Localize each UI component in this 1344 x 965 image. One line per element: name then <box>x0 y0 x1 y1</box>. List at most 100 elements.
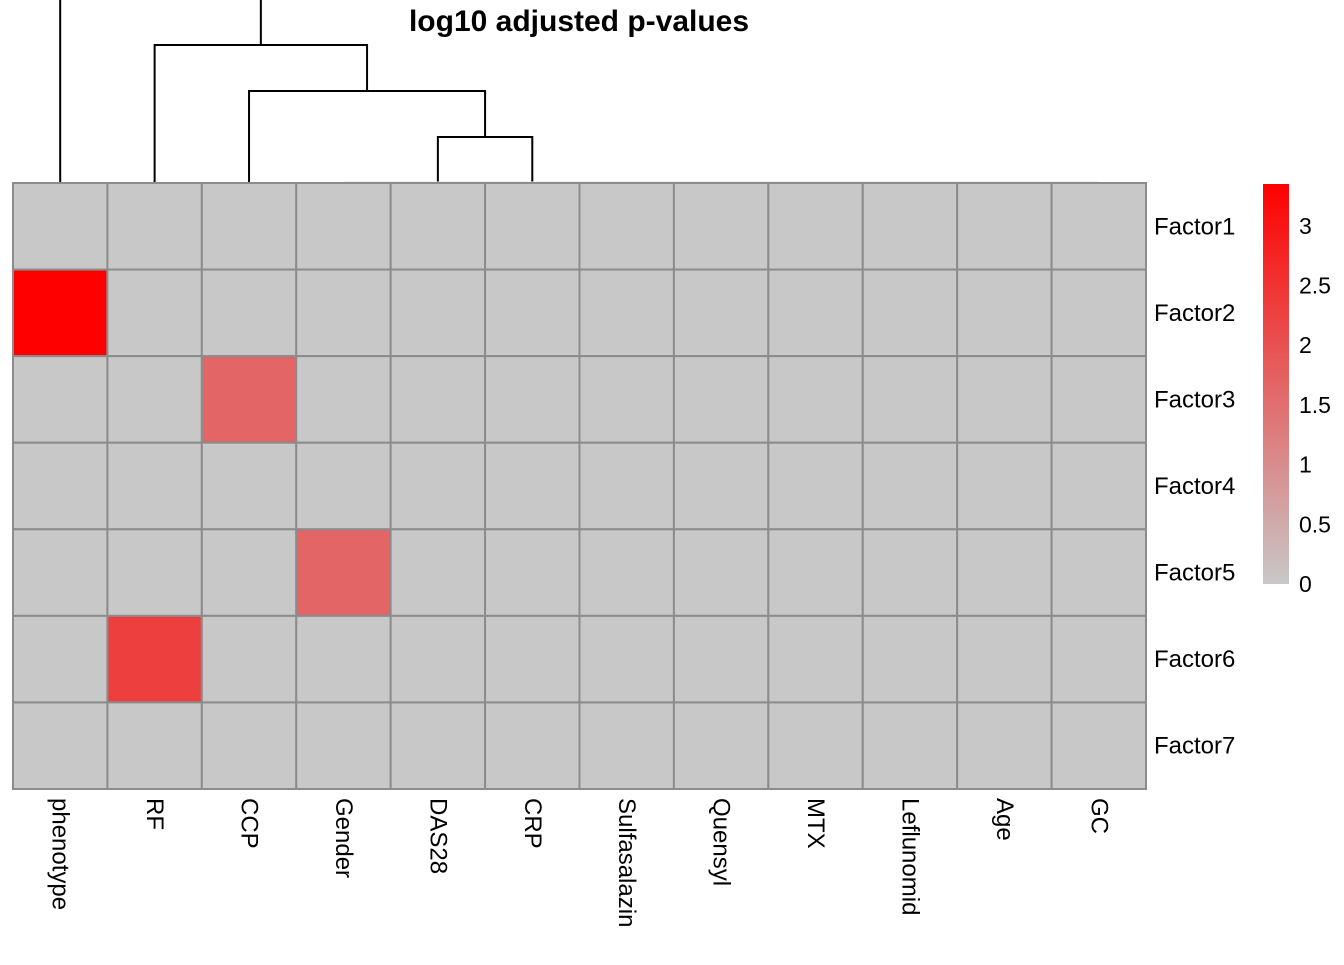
heatmap-cell-factor7-quensyl <box>672 701 770 791</box>
heatmap-cell-factor2-age <box>956 268 1053 358</box>
heatmap-cell-factor5-mtx <box>767 528 864 617</box>
row-label-factor5: Factor5 <box>1154 560 1235 587</box>
heatmap-cell-factor7-sulfasalazin <box>578 701 675 791</box>
heatmap-cell-factor2-gc <box>1050 268 1148 358</box>
heatmap-cell-factor7-leflunomid <box>861 701 959 791</box>
column-label-rf: RF <box>141 798 168 830</box>
heatmap-cell-factor1-mtx <box>767 182 864 271</box>
heatmap-cell-factor3-quensyl <box>672 355 770 444</box>
heatmap-cell-factor4-phenotype <box>12 441 109 531</box>
dendrogram-branch-4 <box>59 0 262 183</box>
legend-tick-label: 1 <box>1299 452 1312 478</box>
heatmap-cell-factor4-ccp <box>200 441 298 531</box>
heatmap-cell-factor4-crp <box>484 441 581 531</box>
heatmap-cell-factor4-leflunomid <box>861 441 959 531</box>
heatmap-cell-factor5-quensyl <box>672 528 770 617</box>
heatmap-cell-factor5-das28 <box>389 528 487 617</box>
heatmap-cell-factor4-age <box>956 441 1053 531</box>
heatmap-cell-factor4-sulfasalazin <box>578 441 675 531</box>
heatmap-cell-factor1-quensyl <box>672 182 770 271</box>
heatmap-cell-factor5-ccp <box>200 528 298 617</box>
row-label-factor3: Factor3 <box>1154 386 1235 413</box>
dendrogram-branch-3 <box>153 44 369 183</box>
heatmap-cell-factor5-gender <box>295 528 392 617</box>
row-label-factor6: Factor6 <box>1154 646 1235 673</box>
heatmap-cell-factor4-quensyl <box>672 441 770 531</box>
column-label-sulfasalazin: Sulfasalazin <box>613 798 640 927</box>
column-label-phenotype: phenotype <box>47 798 74 910</box>
heatmap-cell-factor7-rf <box>106 701 203 791</box>
heatmap-cell-factor2-leflunomid <box>861 268 959 358</box>
heatmap-cell-factor7-ccp <box>200 701 298 791</box>
heatmap-cell-factor7-age <box>956 701 1053 791</box>
heatmap-cell-factor6-crp <box>484 614 581 704</box>
heatmap-cell-factor2-phenotype <box>12 268 109 358</box>
heatmap-cell-factor4-das28 <box>389 441 487 531</box>
row-label-factor1: Factor1 <box>1154 213 1235 240</box>
heatmap-cell-factor1-ccp <box>200 182 298 271</box>
column-label-gc: GC <box>1085 798 1112 834</box>
legend-tick-label: 2 <box>1299 332 1312 358</box>
heatmap-cell-factor2-sulfasalazin <box>578 268 675 358</box>
row-label-factor7: Factor7 <box>1154 733 1235 760</box>
heatmap-cell-factor1-gender <box>295 182 392 271</box>
legend-color-bar <box>1263 184 1289 584</box>
heatmap-cell-factor2-gender <box>295 268 392 358</box>
heatmap-cell-factor5-phenotype <box>12 528 109 617</box>
heatmap-cell-factor7-gender <box>295 701 392 791</box>
legend-tick-label: 2.5 <box>1299 272 1331 298</box>
heatmap-cell-factor7-mtx <box>767 701 864 791</box>
heatmap-cell-factor6-phenotype <box>12 614 109 704</box>
heatmap-cell-factor5-leflunomid <box>861 528 959 617</box>
heatmap-cell-factor2-das28 <box>389 268 487 358</box>
column-label-das28: DAS28 <box>424 798 451 874</box>
heatmap-cell-factor3-sulfasalazin <box>578 355 675 444</box>
heatmap-cell-factor3-crp <box>484 355 581 444</box>
heatmap-cell-factor3-das28 <box>389 355 487 444</box>
heatmap-cell-factor5-sulfasalazin <box>578 528 675 617</box>
column-label-quensyl: Quensyl <box>708 798 735 886</box>
heatmap-cell-factor3-mtx <box>767 355 864 444</box>
heatmap-cell-factor4-gc <box>1050 441 1148 531</box>
column-label-ccp: CCP <box>236 798 263 849</box>
legend-tick-label: 0 <box>1299 571 1312 597</box>
heatmap-cell-factor2-ccp <box>200 268 298 358</box>
heatmap-cell-factor3-gender <box>295 355 392 444</box>
heatmap-cell-factor4-mtx <box>767 441 864 531</box>
column-labels: phenotype RF CCP Gender DAS28 CRP Sulfasalazin… <box>47 798 1113 927</box>
heatmap-cell-factor4-rf <box>106 441 203 531</box>
heatmap-cell-factor6-leflunomid <box>861 614 959 704</box>
dendrogram-branch-1 <box>436 136 534 183</box>
heatmap-cell-factor4-gender <box>295 441 392 531</box>
heatmap-cell-factor6-das28 <box>389 614 487 704</box>
column-label-leflunomid: Leflunomid <box>896 798 923 915</box>
column-label-mtx: MTX <box>802 798 829 849</box>
row-labels: Factor1 Factor2 Factor3 Factor4 Factor5 Facto… <box>1154 213 1235 759</box>
heatmap-cell-factor5-age <box>956 528 1053 617</box>
heatmap-cell-factor3-age <box>956 355 1053 444</box>
column-label-crp: CRP <box>519 798 546 849</box>
heatmap-cell-factor7-das28 <box>389 701 487 791</box>
heatmap-cell-factor1-rf <box>106 182 203 271</box>
heatmap-cell-factor3-phenotype <box>12 355 109 444</box>
color-legend: 0 0.5 1 1.5 2 2.5 3 <box>1263 184 1331 597</box>
heatmap-cells <box>12 182 1148 791</box>
heatmap-cell-factor6-rf <box>106 614 203 704</box>
heatmap-cell-factor2-mtx <box>767 268 864 358</box>
heatmap-cell-factor6-sulfasalazin <box>578 614 675 704</box>
heatmap-cell-factor6-quensyl <box>672 614 770 704</box>
heatmap-cell-factor1-crp <box>484 182 581 271</box>
heatmap-cell-factor3-ccp <box>200 355 298 444</box>
heatmap-cell-factor1-phenotype <box>12 182 109 271</box>
legend-tick-label: 3 <box>1299 213 1312 239</box>
heatmap-cell-factor5-crp <box>484 528 581 617</box>
heatmap-cell-factor6-gender <box>295 614 392 704</box>
chart-title: log10 adjusted p-values <box>409 5 749 38</box>
heatmap-cell-factor6-ccp <box>200 614 298 704</box>
heatmap-cell-factor6-mtx <box>767 614 864 704</box>
heatmap-cell-factor1-leflunomid <box>861 182 959 271</box>
heatmap-cell-factor5-rf <box>106 528 203 617</box>
heatmap-cell-factor1-gc <box>1050 182 1148 271</box>
heatmap-cell-factor6-gc <box>1050 614 1148 704</box>
